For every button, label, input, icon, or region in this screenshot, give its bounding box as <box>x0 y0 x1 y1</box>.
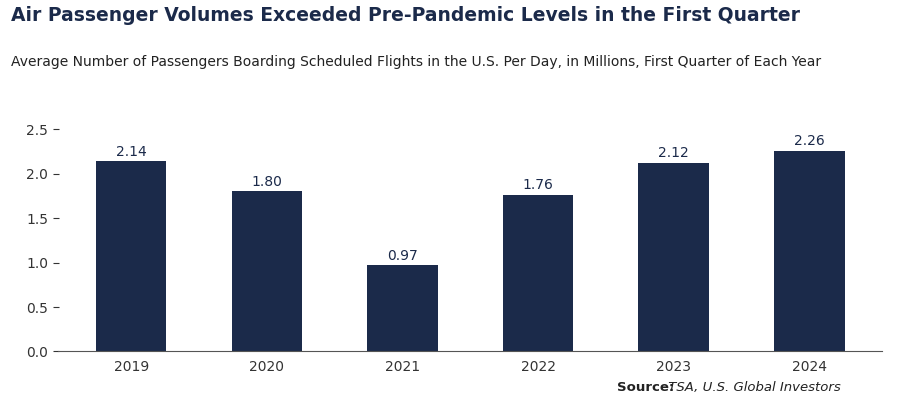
Bar <box>774 151 844 351</box>
Text: Source:: Source: <box>616 381 674 394</box>
Bar <box>367 265 437 351</box>
Text: 2.14: 2.14 <box>116 145 147 159</box>
Text: Air Passenger Volumes Exceeded Pre-Pandemic Levels in the First Quarter: Air Passenger Volumes Exceeded Pre-Pande… <box>11 6 800 25</box>
Bar <box>96 161 166 351</box>
Text: 1.80: 1.80 <box>251 175 283 189</box>
Text: 0.97: 0.97 <box>387 248 418 263</box>
Text: 2.26: 2.26 <box>794 134 824 148</box>
Bar <box>638 163 709 351</box>
Bar <box>231 191 302 351</box>
Text: 1.76: 1.76 <box>523 179 554 192</box>
Text: 2.12: 2.12 <box>658 146 689 160</box>
Text: Average Number of Passengers Boarding Scheduled Flights in the U.S. Per Day, in : Average Number of Passengers Boarding Sc… <box>11 55 821 69</box>
Bar <box>503 195 573 351</box>
Text: TSA, U.S. Global Investors: TSA, U.S. Global Investors <box>664 381 841 394</box>
